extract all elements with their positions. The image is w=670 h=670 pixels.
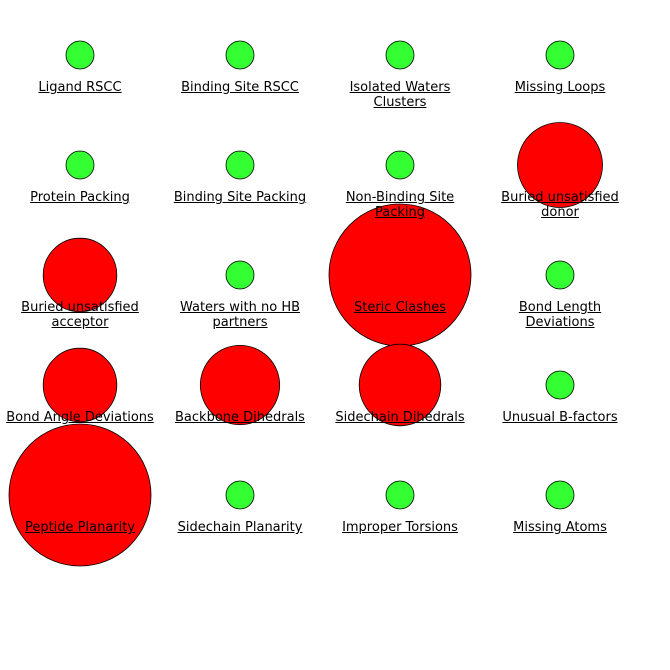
metric-label-link[interactable]: Binding Site RSCC (181, 80, 299, 95)
metric-label-link[interactable]: Ligand RSCC (38, 80, 122, 95)
metric-status-circle (42, 347, 118, 423)
metric-label-link[interactable]: Unusual B-factors (502, 410, 618, 425)
metric-label-link[interactable]: Missing Atoms (513, 520, 607, 535)
metric-status-circle (517, 122, 603, 208)
metric-status-circle (545, 480, 575, 510)
metric-status-circle (225, 150, 255, 180)
metric-status-circle (199, 344, 281, 426)
metric-status-circle (545, 40, 575, 70)
metric-status-circle (358, 343, 442, 427)
metric-label-link[interactable]: Protein Packing (30, 190, 130, 205)
metric-label-link[interactable]: Backbone Dihedrals (175, 410, 305, 425)
metric-label-link[interactable]: Missing Loops (514, 80, 606, 95)
metric-label-link[interactable]: Isolated Waters Clusters (349, 80, 451, 110)
metric-status-circle (328, 203, 472, 347)
metric-label-link[interactable]: Sidechain Planarity (177, 520, 303, 535)
metric-status-circle (225, 480, 255, 510)
metric-status-circle (8, 423, 152, 567)
metric-status-circle (545, 370, 575, 400)
metric-status-circle (65, 150, 95, 180)
metric-label-link[interactable]: Sidechain Dihedrals (335, 410, 465, 425)
metric-label-link[interactable]: Waters with no HB partners (179, 300, 301, 330)
metric-status-circle (225, 260, 255, 290)
metric-status-circle (385, 150, 415, 180)
metric-label-link[interactable]: Non-Binding Site Packing (345, 190, 455, 220)
metric-label-link[interactable]: Buried unsatisfied acceptor (21, 300, 139, 330)
metric-label-link[interactable]: Bond Angle Deviations (6, 410, 154, 425)
metric-label-link[interactable]: Binding Site Packing (173, 190, 307, 205)
metric-status-circle (385, 40, 415, 70)
metric-label-link[interactable]: Peptide Planarity (24, 520, 136, 535)
metric-label-link[interactable]: Steric Clashes (353, 300, 447, 315)
metric-label-link[interactable]: Buried unsatisfied donor (501, 190, 619, 220)
metric-label-link[interactable]: Improper Torsions (342, 520, 458, 535)
metric-status-circle (65, 40, 95, 70)
metric-status-circle (545, 260, 575, 290)
metric-status-circle (42, 237, 118, 313)
metric-status-circle (385, 480, 415, 510)
metric-status-circle (225, 40, 255, 70)
metric-label-link[interactable]: Bond Length Deviations (518, 300, 602, 330)
